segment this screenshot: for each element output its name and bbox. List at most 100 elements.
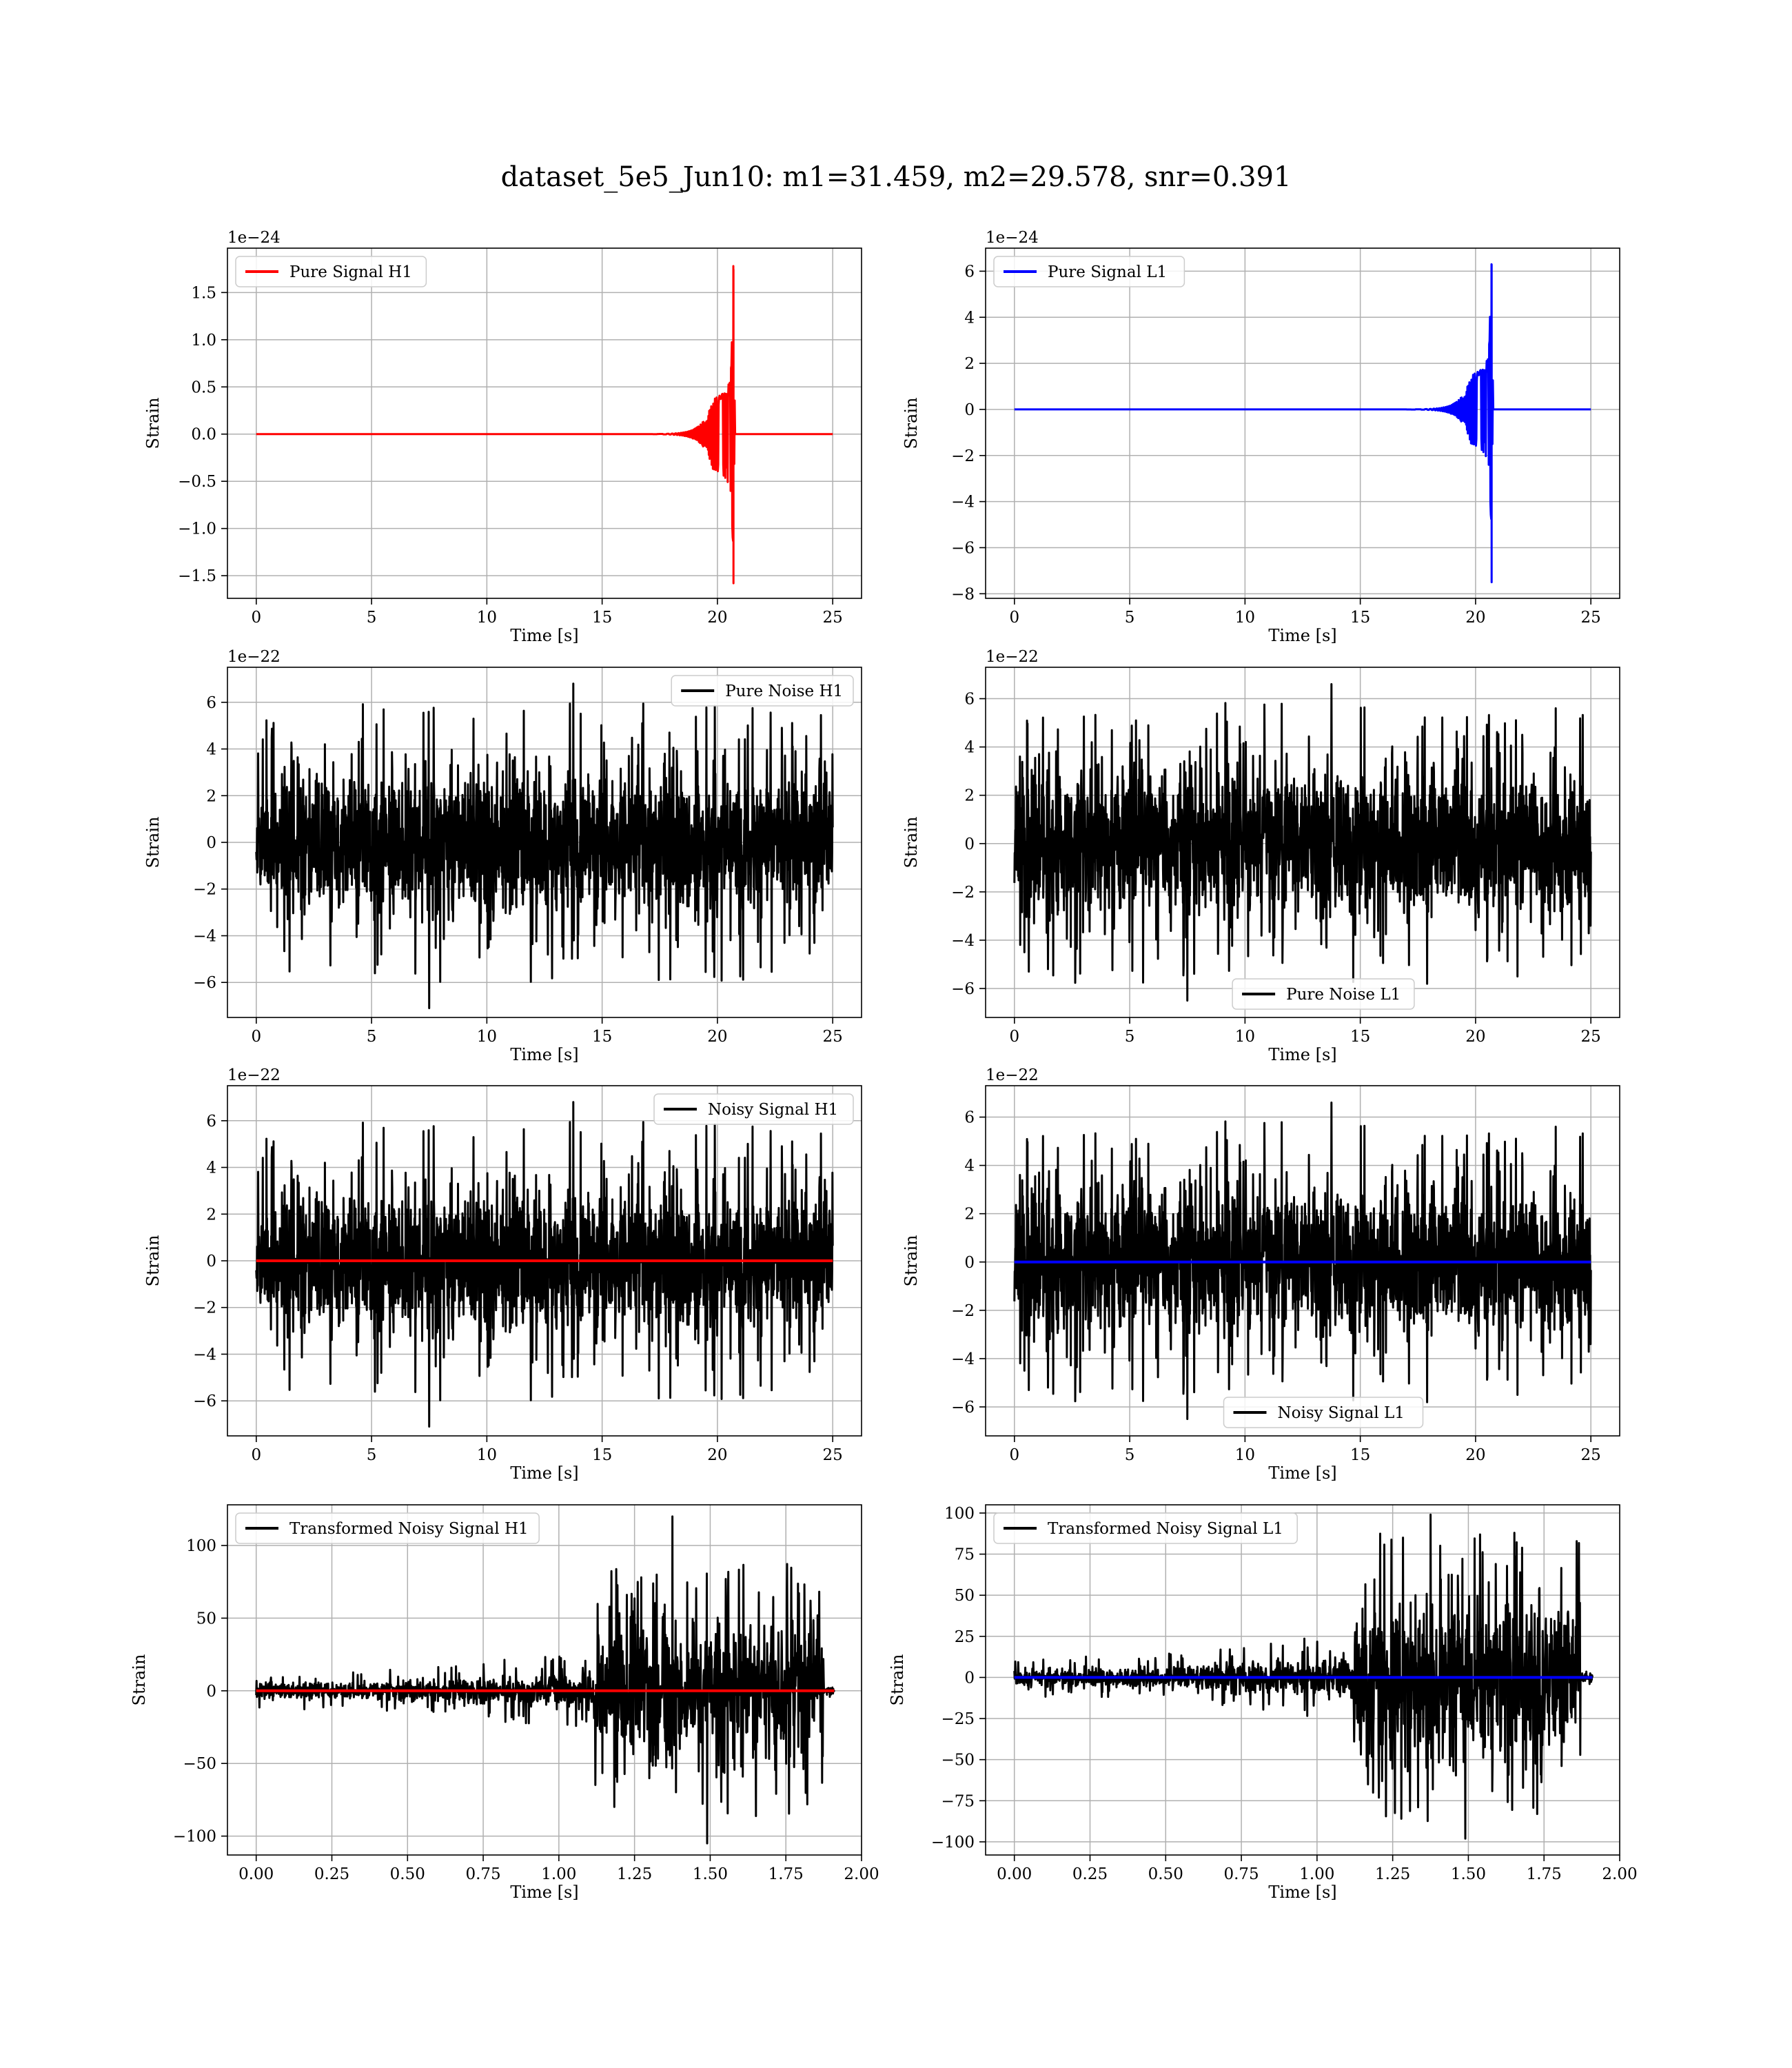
x-tick-label: 20 xyxy=(707,609,727,627)
y-tick-label: 6 xyxy=(964,691,975,709)
x-tick-label: 25 xyxy=(1581,1446,1601,1464)
axis-offset-text: 1e−24 xyxy=(227,229,281,247)
pure-noise-h1-panel: 0 5 10 15 20 25 −6 −4 −2 0 2 4 6 Time [s] Strain 1e−22 P… xyxy=(143,648,862,1064)
y-tick-label: −50 xyxy=(183,1755,216,1773)
legend-box xyxy=(653,1093,854,1125)
x-tick-label: 15 xyxy=(592,609,612,627)
pure-noise-l1-series-0-line xyxy=(1013,683,1592,1002)
axis-offset-text: 1e−24 xyxy=(986,229,1039,247)
x-tick-label: 25 xyxy=(823,1446,843,1464)
y-tick-label: 0 xyxy=(964,401,975,419)
noisy-signal-h1-series-0-line xyxy=(255,1101,834,1428)
x-axis-label: Time [s] xyxy=(1268,1883,1336,1902)
y-tick-label: 4 xyxy=(206,1159,216,1177)
y-tick-label: −2 xyxy=(951,447,975,465)
y-tick-label: 50 xyxy=(196,1610,216,1628)
x-tick-label: 5 xyxy=(1125,1028,1135,1046)
y-tick-label: −4 xyxy=(951,494,975,511)
x-tick-label: 0 xyxy=(1009,1028,1019,1046)
pure-signal-h1-axes-frame xyxy=(227,247,862,599)
legend-box xyxy=(671,675,854,707)
y-tick-label: 100 xyxy=(944,1505,975,1523)
x-tick-label: 0.00 xyxy=(238,1865,274,1883)
y-tick-label: 0.0 xyxy=(191,426,216,444)
noisy-signal-l1-axes-frame xyxy=(985,1085,1620,1437)
y-tick-label: 4 xyxy=(964,739,975,757)
y-axis-label: Strain xyxy=(143,398,163,449)
y-tick-label: 0 xyxy=(964,1669,975,1687)
x-tick-label: 2.00 xyxy=(1602,1865,1637,1883)
y-tick-label: −6 xyxy=(193,1392,216,1410)
x-tick-label: 15 xyxy=(592,1028,612,1046)
x-tick-label: 1.00 xyxy=(1299,1865,1334,1883)
x-tick-label: 10 xyxy=(477,609,497,627)
y-axis-label: Strain xyxy=(902,398,921,449)
pure-signal-l1-series-0-line xyxy=(1013,263,1592,584)
legend: Noisy Signal H1 xyxy=(653,1093,854,1125)
y-tick-label: −4 xyxy=(951,932,975,950)
y-tick-label: 2 xyxy=(206,787,216,805)
transformed-noisy-signal-h1-panel: 0.00 0.25 0.50 0.75 1.00 1.25 1.50 1.75 2.00 −100… xyxy=(130,1504,879,1902)
y-tick-label: 6 xyxy=(206,694,216,712)
x-tick-label: 5 xyxy=(367,1446,377,1464)
x-tick-label: 15 xyxy=(1350,1446,1370,1464)
x-tick-label: 0.00 xyxy=(997,1865,1032,1883)
y-tick-label: 4 xyxy=(964,1157,975,1175)
y-tick-label: −50 xyxy=(941,1752,975,1770)
x-axis-label: Time [s] xyxy=(1268,626,1336,645)
x-tick-label: 10 xyxy=(1235,609,1255,627)
legend-label: Pure Noise L1 xyxy=(1286,986,1401,1004)
y-tick-label: 2 xyxy=(964,787,975,805)
x-tick-label: 0.50 xyxy=(390,1865,425,1883)
y-tick-label: −25 xyxy=(941,1710,975,1728)
x-tick-label: 20 xyxy=(1465,1446,1485,1464)
legend-label: Transformed Noisy Signal L1 xyxy=(1048,1520,1283,1538)
x-axis-label: Time [s] xyxy=(510,1045,578,1064)
y-tick-label: −8 xyxy=(951,585,975,603)
x-axis-label: Time [s] xyxy=(510,1463,578,1483)
y-tick-label: 0 xyxy=(206,1253,216,1270)
y-axis-label: Strain xyxy=(902,817,921,869)
y-tick-label: −2 xyxy=(951,884,975,902)
x-tick-label: 0 xyxy=(1009,609,1019,627)
x-tick-label: 1.50 xyxy=(693,1865,728,1883)
legend-label: Pure Noise H1 xyxy=(725,682,843,700)
y-tick-label: 75 xyxy=(955,1546,975,1564)
y-tick-label: −6 xyxy=(193,974,216,992)
x-tick-label: 0.25 xyxy=(1072,1865,1108,1883)
y-tick-label: 25 xyxy=(955,1628,975,1646)
x-tick-label: 20 xyxy=(1465,609,1485,627)
y-tick-label: 0 xyxy=(964,1254,975,1272)
legend: Pure Signal H1 xyxy=(235,256,427,287)
x-tick-label: 10 xyxy=(1235,1028,1255,1046)
pure-noise-h1-series-0-line xyxy=(255,682,834,1009)
transformed-noisy-signal-h1-axes-frame xyxy=(227,1504,862,1856)
y-tick-label: −1.5 xyxy=(178,567,216,585)
x-tick-label: 15 xyxy=(592,1446,612,1464)
x-tick-label: 0.75 xyxy=(1223,1865,1259,1883)
x-tick-label: 20 xyxy=(707,1028,727,1046)
x-tick-label: 25 xyxy=(1581,609,1601,627)
legend: Pure Noise L1 xyxy=(1232,978,1415,1010)
legend-label: Transformed Noisy Signal H1 xyxy=(289,1520,529,1538)
y-tick-label: 0 xyxy=(206,1683,216,1701)
legend-box xyxy=(1223,1397,1424,1428)
x-tick-label: 1.50 xyxy=(1451,1865,1486,1883)
x-tick-label: 0.50 xyxy=(1148,1865,1183,1883)
axis-offset-text: 1e−22 xyxy=(227,648,281,666)
y-tick-label: −2 xyxy=(951,1302,975,1320)
legend: Transformed Noisy Signal H1 xyxy=(235,1512,540,1544)
noisy-signal-l1-panel: 0 5 10 15 20 25 −6 −4 −2 0 2 4 6 Time [s] Strain 1e−22 N… xyxy=(902,1066,1620,1483)
legend-label: Pure Signal H1 xyxy=(289,263,412,281)
x-tick-label: 20 xyxy=(707,1446,727,1464)
x-tick-label: 10 xyxy=(1235,1446,1255,1464)
y-tick-label: −0.5 xyxy=(178,473,216,491)
y-tick-label: −1.0 xyxy=(178,520,216,538)
axis-offset-text: 1e−22 xyxy=(986,1066,1039,1084)
x-tick-label: 5 xyxy=(367,1028,377,1046)
x-tick-label: 0 xyxy=(251,1446,261,1464)
y-tick-label: −75 xyxy=(941,1792,975,1810)
y-tick-label: 0 xyxy=(206,834,216,852)
y-tick-label: −6 xyxy=(951,1399,975,1417)
